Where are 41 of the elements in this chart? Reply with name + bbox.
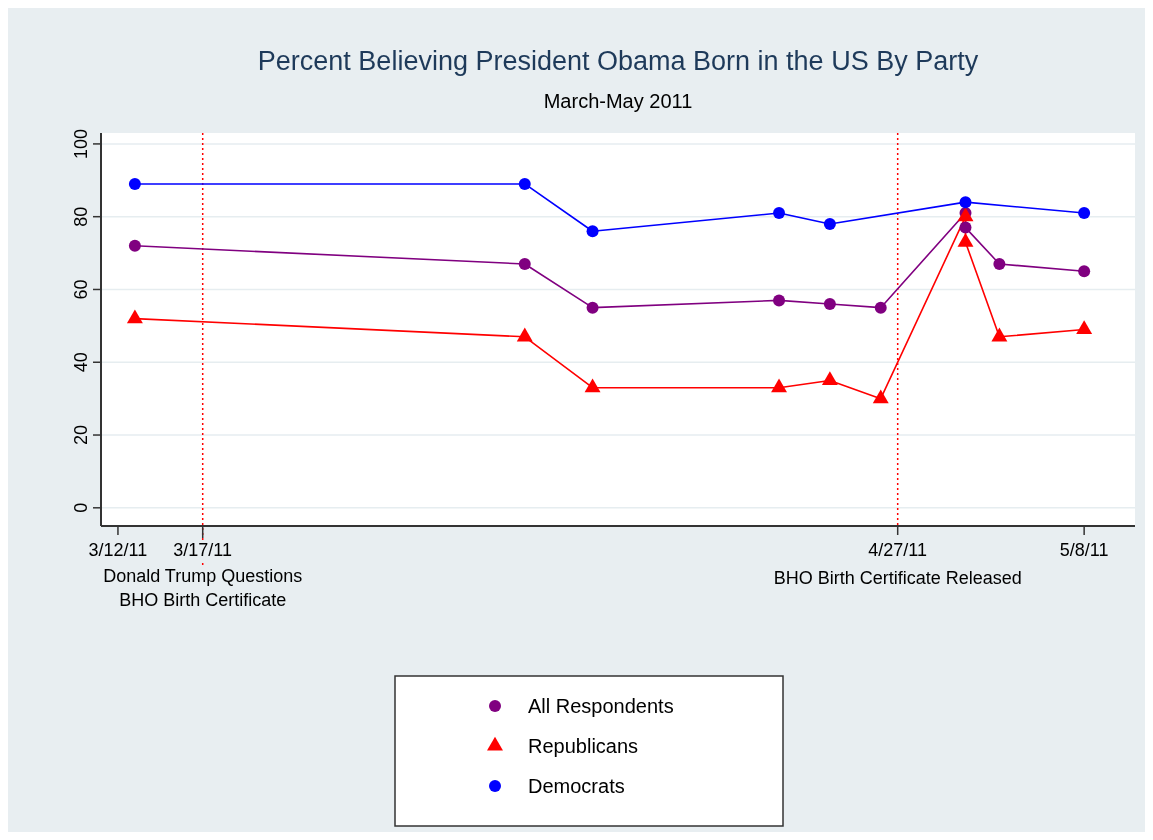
y-tick-label: 80 — [71, 206, 91, 227]
y-tick-label: 0 — [71, 502, 91, 513]
y-tick-label: 60 — [71, 279, 91, 300]
point — [959, 221, 972, 234]
point — [823, 217, 836, 230]
point — [821, 371, 838, 386]
point — [773, 207, 786, 220]
point — [1078, 265, 1091, 278]
point — [1076, 320, 1093, 335]
legend-label: Democrats — [528, 775, 625, 797]
y-tick-label: 100 — [71, 128, 91, 159]
point — [959, 196, 972, 209]
x-tick-label: 5/8/11 — [1059, 540, 1109, 560]
point — [586, 301, 599, 314]
point — [823, 298, 836, 311]
point — [773, 294, 786, 307]
ref-line-label: Donald Trump Questions BHO Birth Certificate — [103, 566, 303, 610]
legend-label: All Respondents — [528, 695, 674, 717]
y-tick-label: 20 — [71, 425, 91, 446]
point — [128, 239, 141, 252]
point — [993, 258, 1006, 270]
point — [518, 258, 531, 270]
y-tick-label: 40 — [71, 352, 91, 373]
point — [516, 327, 533, 342]
point — [584, 378, 601, 393]
x-tick-label: 4/27/11 — [868, 540, 928, 560]
point — [586, 225, 599, 238]
point — [771, 378, 787, 393]
point — [872, 389, 889, 404]
x-tick-label: 3/12/11 — [88, 540, 148, 560]
chart-subtitle: March-May 2011 — [543, 90, 693, 112]
chart-title: Percent Believing President Obama Born in the US By Party — [257, 46, 979, 76]
ref-line-label: BHO Birth Certificate Released — [773, 568, 1022, 588]
x-tick-label: 3/17/11 — [173, 540, 233, 560]
point — [518, 177, 531, 190]
legend-label: Republicans — [528, 735, 639, 757]
point — [991, 327, 1008, 342]
point — [128, 177, 141, 190]
point — [126, 309, 143, 324]
point — [874, 301, 887, 314]
point — [1078, 207, 1091, 220]
